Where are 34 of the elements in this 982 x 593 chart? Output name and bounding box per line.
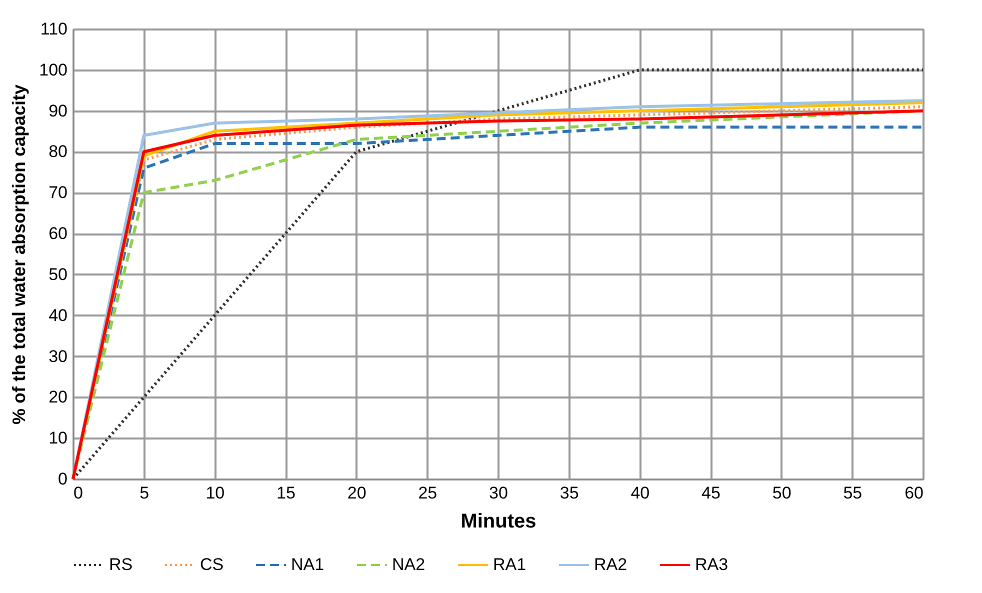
y-tick-label: 0 [58, 470, 68, 488]
x-tick-label: 10 [206, 484, 225, 502]
x-tick-label: 0 [74, 484, 83, 502]
legend-label: RA3 [695, 555, 728, 574]
legend-label: RS [109, 555, 133, 574]
y-tick-label: 50 [48, 264, 68, 284]
x-tick-label: 60 [904, 484, 924, 502]
y-tick-label: 10 [48, 428, 68, 448]
y-tick-label: 20 [48, 388, 68, 407]
legend-label: NA1 [291, 555, 324, 574]
y-tick-label: 90 [48, 101, 68, 120]
legend-label: RA2 [594, 555, 628, 574]
x-tick-label: 45 [702, 484, 720, 502]
y-tick-label: 40 [48, 306, 68, 325]
y-tick-label: 30 [48, 346, 68, 366]
x-axis-title: Minutes [460, 510, 536, 532]
y-tick-label: 80 [48, 142, 68, 162]
x-tick-label: 30 [489, 484, 508, 502]
y-tick-label: 70 [48, 183, 68, 202]
legend-label: RA1 [493, 555, 526, 574]
y-tick-label: 110 [40, 20, 68, 38]
x-tick-label: 35 [560, 484, 579, 502]
legend-label: NA2 [392, 555, 426, 574]
y-tick-label: 100 [39, 60, 68, 80]
x-tick-label: 15 [276, 484, 296, 502]
x-tick-label: 5 [140, 484, 150, 502]
x-tick-label: 20 [347, 484, 366, 502]
x-tick-label: 55 [843, 484, 862, 502]
x-tick-label: 50 [772, 484, 792, 502]
x-tick-label: 40 [630, 484, 650, 502]
y-axis-title: % of the total water absorption capacity [9, 84, 30, 425]
legend-label: CS [200, 555, 224, 574]
x-tick-label: 25 [418, 484, 438, 502]
y-tick-label: 60 [48, 224, 68, 244]
